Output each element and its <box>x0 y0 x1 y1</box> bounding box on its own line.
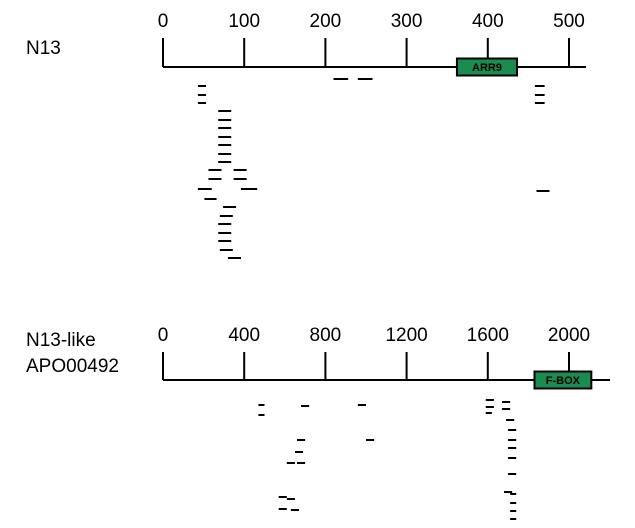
axis-tick-label: 1600 <box>467 325 509 346</box>
axis-tick-label: 800 <box>310 325 342 346</box>
track-label-apo00492: APO00492 <box>26 356 119 377</box>
track-label-n13: N13 <box>26 38 61 59</box>
axis-tick-label: 0 <box>158 325 169 346</box>
domain-f-box: F-BOX <box>533 370 593 390</box>
axis-tick-label: 500 <box>553 11 585 32</box>
axis-tick-label: 2000 <box>548 325 590 346</box>
axis-tick-label: 300 <box>391 11 423 32</box>
axis-tick-label: 200 <box>310 11 342 32</box>
hit-marks-n13 <box>197 78 550 259</box>
axis-tick-label: 1200 <box>385 325 427 346</box>
domain-f-box-label: F-BOX <box>546 375 581 387</box>
domain-arr9-label: ARR9 <box>472 62 502 74</box>
domain-arr9: ARR9 <box>455 57 519 77</box>
axis-tick-labels-n13-like: 0 400 800 1200 1600 2000 <box>158 325 590 346</box>
domain-f-box-box <box>533 370 593 390</box>
panel-n13-like: N13-like APO00492 0 400 800 1200 1600 2000 F-… <box>26 325 610 520</box>
track-label-n13-like: N13-like <box>26 330 96 351</box>
axis-ticks-n13 <box>162 38 570 67</box>
domain-arr9-box <box>455 57 519 77</box>
axis-tick-label: 400 <box>228 325 260 346</box>
axis-tick-label: 400 <box>472 11 504 32</box>
panel-n13: N13 0 100 200 300 400 500 ARR9 <box>26 11 586 259</box>
axis-tick-label: 0 <box>158 11 169 32</box>
axis-tick-label: 100 <box>228 11 260 32</box>
axis-tick-labels-n13: 0 100 200 300 400 500 <box>158 11 585 32</box>
hit-marks-n13-like <box>258 399 517 520</box>
axis-ticks-n13-like <box>162 352 570 380</box>
